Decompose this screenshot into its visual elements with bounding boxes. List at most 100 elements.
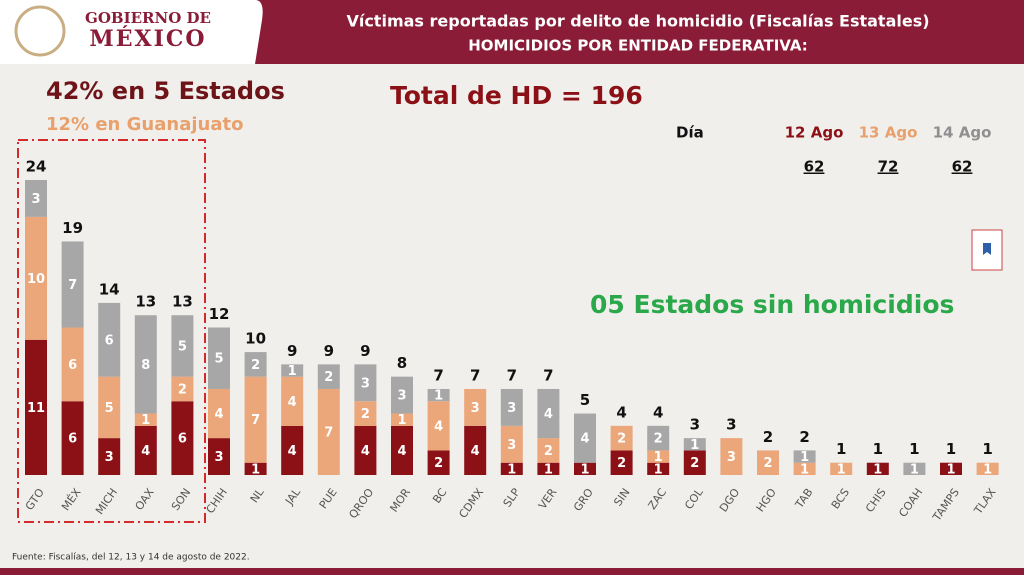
segment-label: 2 <box>690 456 699 471</box>
total-label: 10 <box>245 330 266 348</box>
total-label: 2 <box>763 428 773 446</box>
bar-segment <box>647 462 670 475</box>
segment-label: 1 <box>946 462 955 477</box>
bar-segment <box>25 180 47 217</box>
bar-segment <box>171 315 194 377</box>
segment-label: 1 <box>397 413 406 428</box>
segment-label: 2 <box>544 444 553 459</box>
bar-segment <box>391 413 413 426</box>
bar-segment <box>171 401 194 475</box>
bookmark-glyph <box>983 243 991 255</box>
bar-segment <box>866 462 889 475</box>
total-label: 4 <box>653 403 663 421</box>
total-label: 9 <box>287 342 297 360</box>
segment-label: 6 <box>68 358 77 373</box>
bar-segment <box>134 425 157 475</box>
segment-label: 1 <box>800 462 809 477</box>
bar-segment <box>391 425 413 475</box>
bar-segment <box>317 388 340 475</box>
total-label: 7 <box>543 366 553 384</box>
bar-segment <box>354 401 377 426</box>
highlight-box <box>17 139 206 523</box>
total-label: 4 <box>616 403 626 421</box>
bar-segment <box>793 462 816 475</box>
segment-label: 7 <box>324 425 333 440</box>
total-label: 1 <box>836 440 846 458</box>
bar-segment <box>500 388 523 426</box>
bar-segment <box>61 401 84 475</box>
bar-segment <box>391 376 413 414</box>
bar-segment <box>61 241 84 328</box>
bar-segment <box>281 425 304 475</box>
segment-label: 10 <box>27 272 45 287</box>
segment-label: 3 <box>507 438 516 453</box>
footer-band <box>0 568 1024 575</box>
segment-label: 5 <box>105 401 114 416</box>
legend-total: 62 <box>952 158 973 176</box>
bar-segment <box>537 462 560 475</box>
legend-label: 13 Ago <box>859 124 918 142</box>
total-label: 1 <box>946 440 956 458</box>
bar-segment <box>500 462 523 475</box>
logo-top: GOBIERNO DE <box>85 9 211 27</box>
annotation-total: Total de HD = 196 <box>390 81 643 110</box>
bar-segment <box>427 388 450 402</box>
segment-label: 1 <box>654 450 663 465</box>
segment-label: 1 <box>690 438 699 453</box>
total-label: 12 <box>209 305 230 323</box>
segment-label: 4 <box>434 419 443 434</box>
segment-label: 2 <box>324 370 333 385</box>
total-label: 5 <box>580 391 590 409</box>
bar-segment <box>464 425 487 475</box>
segment-label: 4 <box>288 395 297 410</box>
bar-segment <box>25 216 47 340</box>
segment-label: 11 <box>27 401 45 416</box>
annotation-gto: 12% en Guanajuato <box>46 114 243 135</box>
segment-label: 3 <box>397 389 406 404</box>
bar-segment <box>134 315 157 414</box>
segment-label: 6 <box>105 333 114 348</box>
segment-label: 3 <box>361 376 370 391</box>
total-label: 2 <box>799 428 809 446</box>
bar-segment <box>537 438 560 463</box>
segment-label: 2 <box>763 456 772 471</box>
bar-segment <box>171 376 194 402</box>
bar-segment <box>98 376 121 439</box>
bar-segment <box>830 462 853 475</box>
total-label: 19 <box>62 219 83 237</box>
bar-segment <box>134 413 157 426</box>
segment-label: 1 <box>141 413 150 428</box>
legend-label: 12 Ago <box>785 124 844 142</box>
bar-segment <box>244 376 267 463</box>
bar-segment <box>537 388 560 439</box>
bar-segment <box>354 364 377 402</box>
segment-label: 4 <box>361 444 370 459</box>
segment-label: 5 <box>214 352 223 367</box>
segment-label: 7 <box>68 278 77 293</box>
segment-label: 7 <box>251 413 260 428</box>
segment-label: 3 <box>471 401 480 416</box>
total-label: 24 <box>26 158 47 176</box>
bar-segment <box>244 352 267 377</box>
bar-segment <box>683 450 706 475</box>
total-label: 7 <box>470 366 480 384</box>
segment-label: 4 <box>471 444 480 459</box>
total-label: 1 <box>873 440 883 458</box>
segment-label: 4 <box>397 444 406 459</box>
segment-label: 3 <box>105 450 114 465</box>
segment-label: 5 <box>178 339 187 354</box>
bar-segment <box>647 450 670 463</box>
segment-label: 3 <box>507 401 516 416</box>
total-label: 7 <box>433 366 443 384</box>
segment-label: 2 <box>178 382 187 397</box>
segment-label: 1 <box>544 462 553 477</box>
logo-emblem <box>14 5 66 57</box>
bar-segment <box>720 438 743 475</box>
bar-segment <box>208 327 230 389</box>
segment-label: 1 <box>251 462 260 477</box>
legend-title: Día <box>676 124 704 142</box>
bar-segment <box>354 425 377 475</box>
bar-segment <box>98 438 121 475</box>
